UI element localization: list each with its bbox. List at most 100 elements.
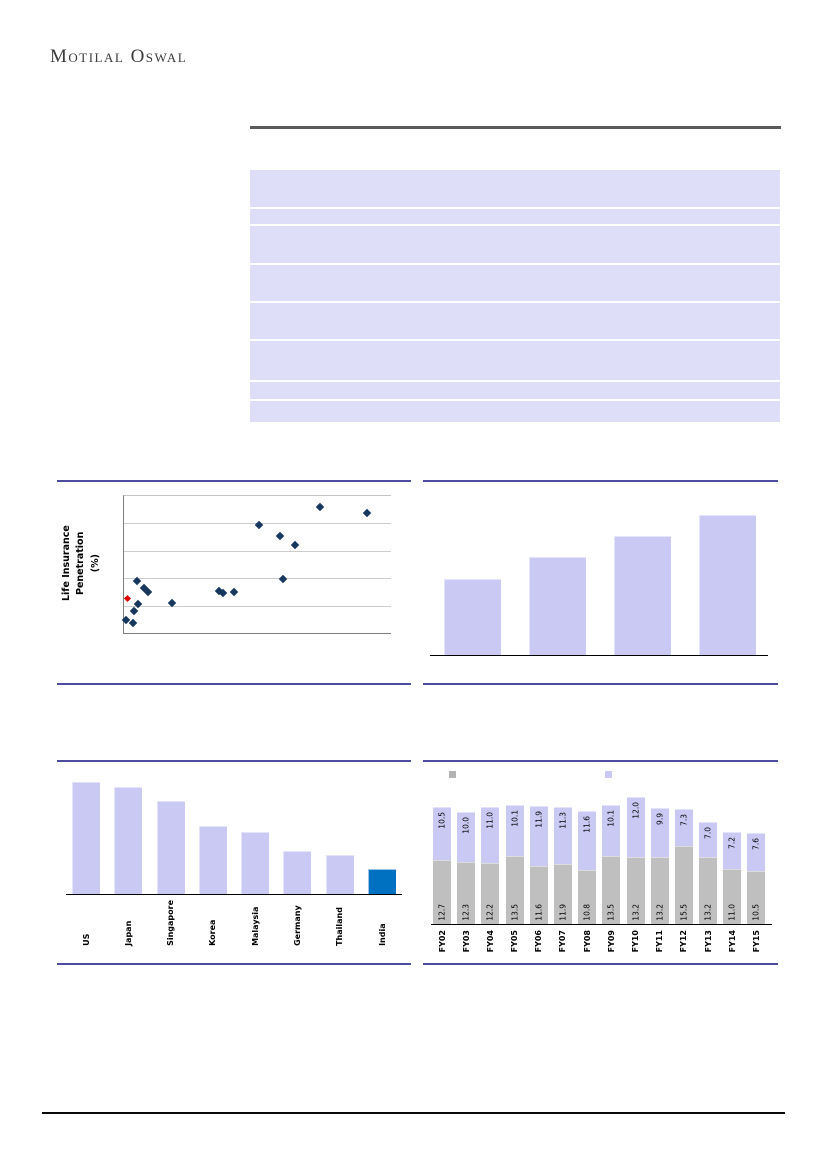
axis-label-slot: India xyxy=(368,900,396,946)
category-label: India xyxy=(377,923,387,946)
scatter-point xyxy=(278,574,288,583)
table-row xyxy=(250,265,780,303)
category-label: FY11 xyxy=(655,930,665,953)
segment-value-label: 13.5 xyxy=(510,904,520,921)
table-row xyxy=(250,209,780,226)
stacked-bar: 10.0 12.3 xyxy=(457,811,476,924)
bar xyxy=(198,825,227,894)
gridline xyxy=(124,578,391,580)
scatter-point xyxy=(315,502,324,511)
bar xyxy=(72,782,100,894)
category-label: FY06 xyxy=(534,930,544,953)
stacked-bar: 9.9 13.2 xyxy=(650,807,669,924)
bar-segment-lavender: 11.9 xyxy=(529,805,548,866)
category-label: FY02 xyxy=(437,930,447,953)
section-line xyxy=(423,683,778,685)
legend-swatch-gray xyxy=(449,771,456,778)
stacked-bar: 11.0 12.2 xyxy=(481,807,500,924)
logo-word-2: Oswal xyxy=(130,46,188,67)
category-label: US xyxy=(81,933,91,946)
category-label: FY10 xyxy=(631,930,640,953)
bar-segment-lavender: 7.0 xyxy=(699,822,718,858)
axis-label-slot: FY10 xyxy=(627,930,645,952)
category-label: FY03 xyxy=(461,930,471,953)
y-axis-label-line2: (%) xyxy=(89,554,101,573)
bar-segment-lavender: 11.6 xyxy=(578,811,597,870)
section-line xyxy=(423,760,778,762)
axis-label-slot: FY05 xyxy=(506,930,524,952)
stacked-bar: 7.6 10.5 xyxy=(747,832,766,924)
category-label: FY05 xyxy=(510,930,520,953)
axis-label-slot: FY02 xyxy=(433,930,451,952)
section-line xyxy=(423,963,778,965)
section-line xyxy=(57,683,411,685)
footer-rule xyxy=(42,1112,785,1114)
scatter-point xyxy=(362,508,371,517)
category-label: Malaysia xyxy=(250,906,260,946)
category-label: FY07 xyxy=(558,930,568,953)
bar xyxy=(529,557,586,655)
axis-label-slot: FY06 xyxy=(530,930,548,952)
bar-segment-gray: 13.5 xyxy=(505,855,524,924)
segment-value-label: 13.2 xyxy=(703,904,713,921)
data-table xyxy=(250,170,780,422)
bar-segment-gray: 13.2 xyxy=(650,857,669,924)
axis-label-slot: FY07 xyxy=(554,930,572,952)
axis-label-slot: FY08 xyxy=(578,930,596,952)
bar-segment-gray: 10.5 xyxy=(747,871,766,924)
category-label: FY04 xyxy=(485,930,495,953)
category-label: FY08 xyxy=(582,930,592,953)
stacked-bar: 10.1 13.5 xyxy=(602,805,621,924)
segment-value-label: 10.5 xyxy=(437,812,447,829)
bar-segment-lavender: 10.1 xyxy=(602,805,621,856)
bar-segment-lavender: 9.9 xyxy=(650,807,669,858)
bar xyxy=(283,850,312,894)
bar xyxy=(444,579,501,655)
segment-value-label: 9.9 xyxy=(655,812,665,825)
stacked-bar: 10.1 13.5 xyxy=(505,805,524,924)
bar xyxy=(325,855,354,894)
segment-value-label: 11.0 xyxy=(727,904,737,921)
table-row xyxy=(250,226,780,265)
axis-label-slot: FY12 xyxy=(675,930,693,952)
section-line xyxy=(423,480,778,482)
table-row xyxy=(250,341,780,382)
bar xyxy=(241,832,270,894)
category-label: FY15 xyxy=(751,930,761,953)
axis-label-slot: FY13 xyxy=(699,930,717,952)
bar-segment-lavender: 7.6 xyxy=(747,832,766,872)
category-label: FY12 xyxy=(679,930,689,953)
axis-label-slot: Germany xyxy=(283,900,311,946)
bar xyxy=(156,800,185,894)
scatter-point xyxy=(254,520,264,529)
segment-value-label: 13.5 xyxy=(606,904,616,921)
bar-segment-lavender: 7.3 xyxy=(674,809,693,846)
segment-value-label: 7.6 xyxy=(751,837,761,850)
segment-value-label: 11.9 xyxy=(534,810,544,828)
segment-value-label: 7.0 xyxy=(703,827,713,840)
bar-segment-lavender: 11.0 xyxy=(481,807,500,863)
segment-value-label: 11.6 xyxy=(582,816,592,833)
segment-value-label: 10.1 xyxy=(606,810,616,827)
bar xyxy=(368,868,397,894)
category-label: Korea xyxy=(208,919,218,946)
axis-label-slot: FY03 xyxy=(457,930,475,952)
axis-label-slot: Thailand xyxy=(326,900,354,946)
segment-value-label: 7.2 xyxy=(727,837,737,850)
bar xyxy=(614,536,671,655)
bar-segment-gray: 11.9 xyxy=(553,864,572,924)
section-line xyxy=(57,760,411,762)
stacked-bar: 11.6 10.8 xyxy=(578,811,597,924)
rising-bars-chart xyxy=(430,515,768,656)
segment-value-label: 13.2 xyxy=(655,904,665,921)
segment-value-label: 7.3 xyxy=(679,814,689,827)
segment-value-label: 11.6 xyxy=(534,904,544,921)
bar-segment-gray: 13.5 xyxy=(602,855,621,924)
axis-label-slot: FY11 xyxy=(651,930,669,952)
scatter-y-axis-label: Life Insurance Penetration (%) xyxy=(60,493,102,634)
category-label: Thailand xyxy=(335,907,345,946)
category-label: Singapore xyxy=(166,900,176,946)
bar-segment-lavender: 10.0 xyxy=(457,811,476,863)
axis-label-slot: FY09 xyxy=(602,930,620,952)
